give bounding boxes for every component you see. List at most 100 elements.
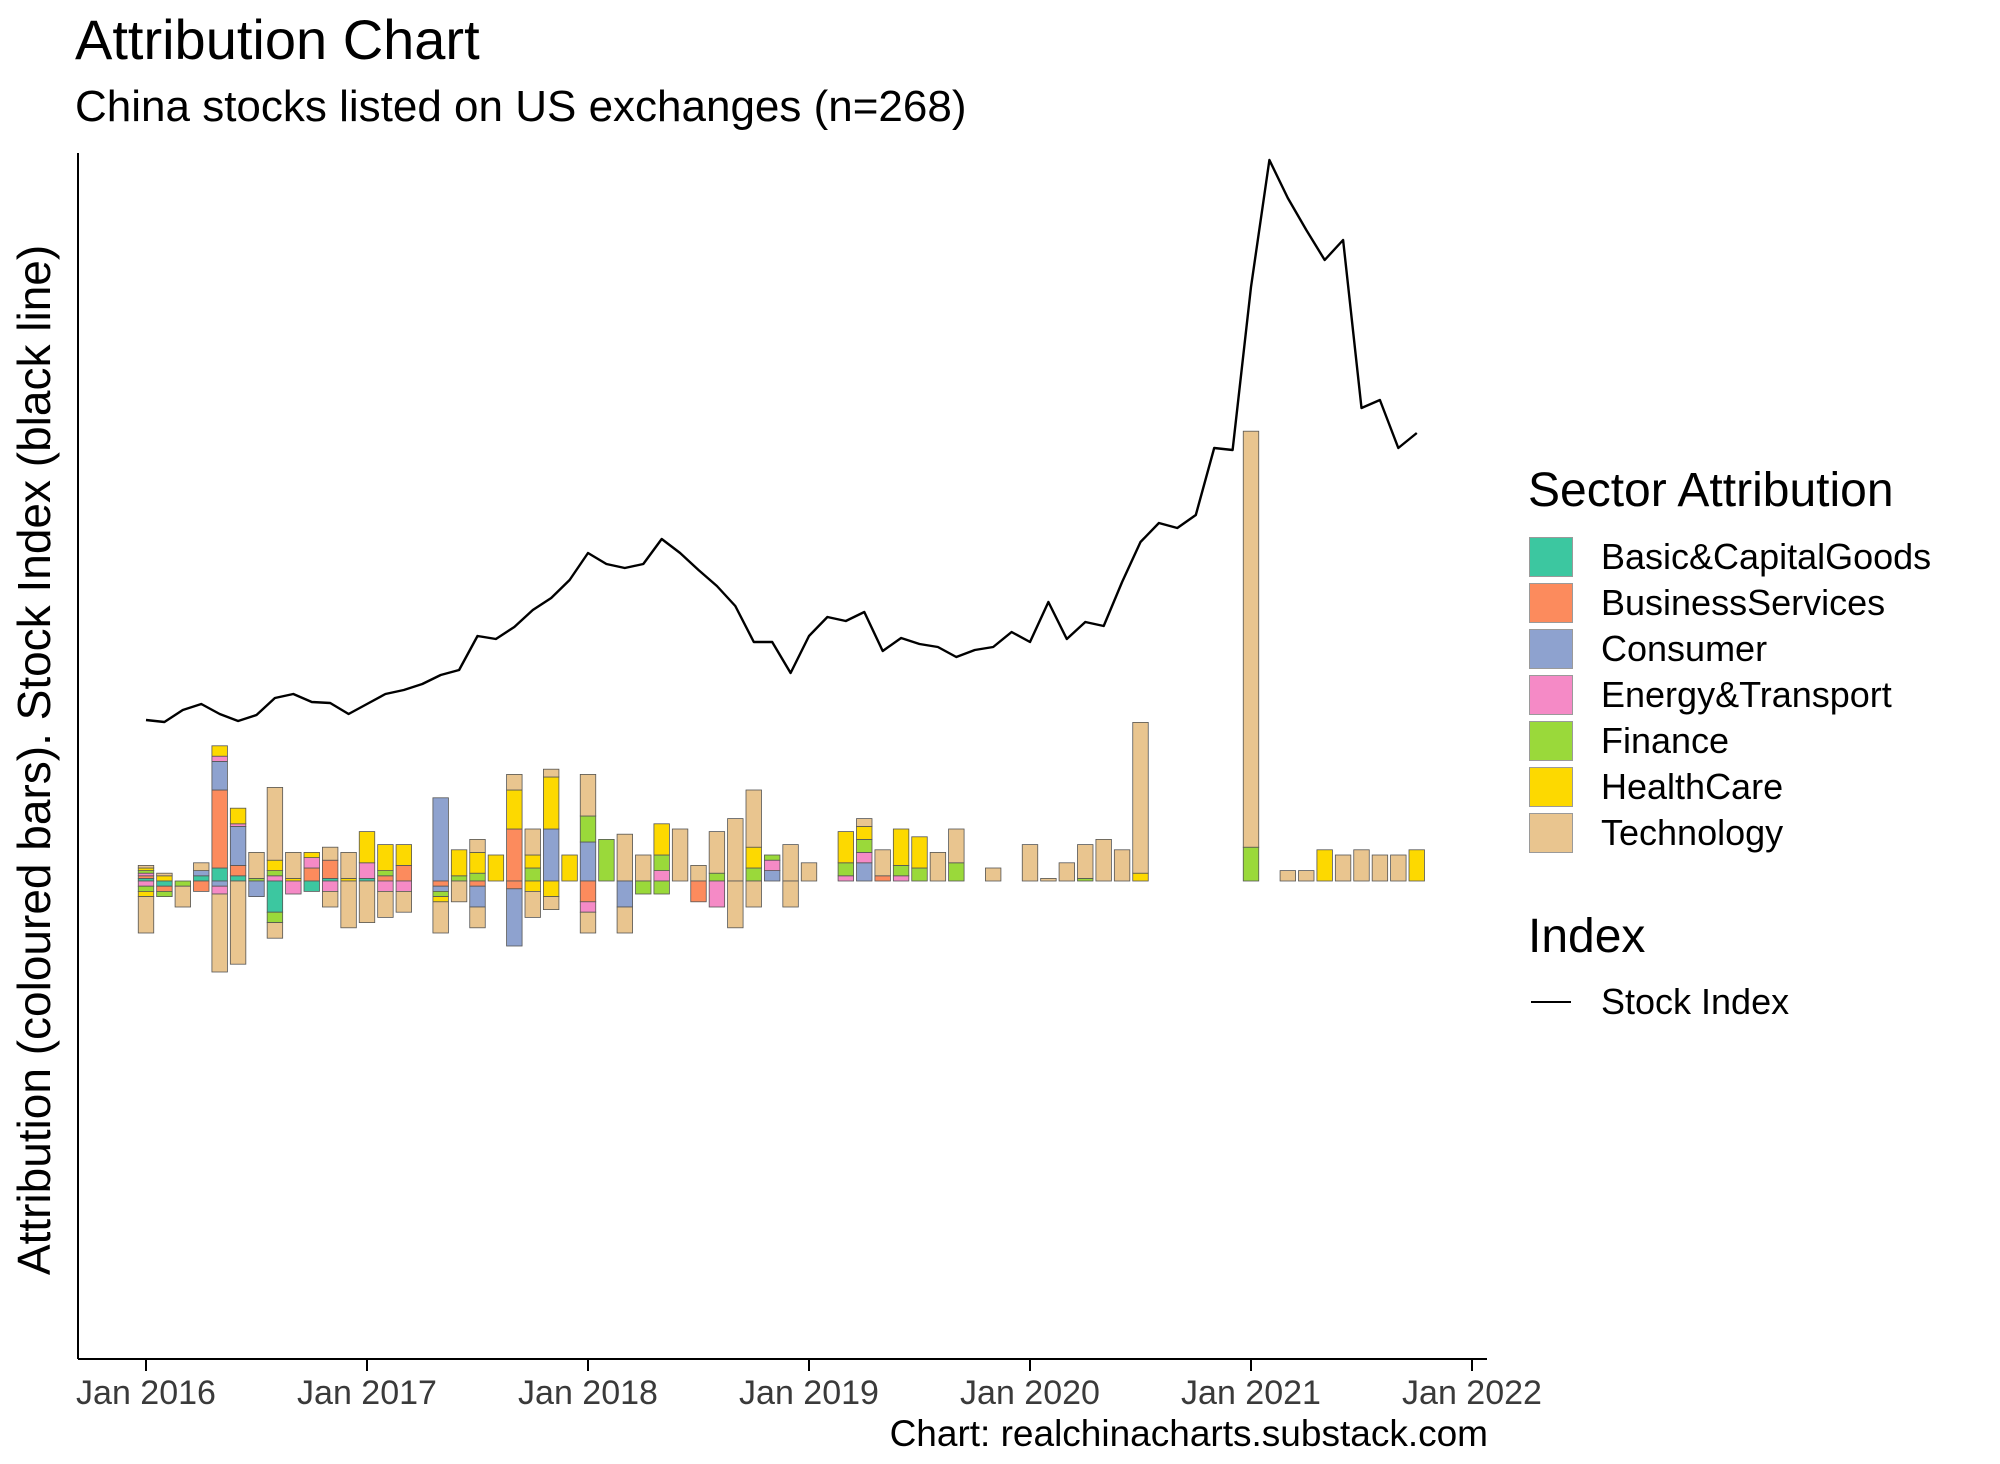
bar-technology — [727, 818, 744, 882]
bar-consumer — [229, 826, 247, 866]
bar-technology — [708, 831, 726, 874]
bar-energy-and-transport — [358, 862, 376, 879]
bar-energy-and-transport — [285, 880, 302, 895]
bar-healthcare — [137, 891, 155, 898]
bar-energy-and-transport — [266, 875, 284, 882]
bar-businessservices — [690, 880, 707, 903]
bar-healthcare — [543, 880, 560, 898]
x-tick-label: Jan 2019 — [739, 1374, 879, 1412]
bar-finance — [708, 872, 726, 882]
bar-consumer — [211, 761, 228, 791]
x-tick-label: Jan 2020 — [960, 1374, 1100, 1412]
bar-healthcare — [211, 745, 228, 757]
bar-energy-and-transport — [579, 901, 597, 913]
bar-technology — [395, 891, 412, 913]
bar-businessservices — [303, 867, 320, 882]
bar-finance — [469, 872, 486, 882]
legend-label: HealthCare — [1601, 765, 1784, 807]
bar-finance — [911, 867, 928, 882]
bar-technology — [856, 818, 873, 827]
bar-healthcare — [469, 852, 486, 874]
legend-swatch — [1529, 720, 1573, 761]
bar-technology — [1390, 854, 1407, 882]
bar-healthcare — [543, 776, 560, 830]
bar-technology — [616, 906, 633, 934]
bar-technology — [671, 828, 689, 882]
bar-consumer — [506, 888, 523, 947]
bar-finance — [266, 911, 284, 924]
bar-technology — [1334, 854, 1352, 882]
bar-healthcare — [450, 849, 468, 877]
bar-energy-and-transport — [764, 859, 781, 872]
bar-finance — [377, 870, 394, 877]
bar-technology — [1021, 844, 1039, 882]
bar-finance — [137, 885, 155, 892]
bar-finance — [156, 891, 173, 898]
legend-label: Consumer — [1601, 627, 1768, 669]
x-ticks: Jan 2016 Jan 2017 Jan 2018 Jan 2019 Jan 2020… — [76, 1359, 1542, 1412]
bar-finance — [1242, 846, 1260, 882]
bar-basic-and-capitalgoods — [229, 875, 247, 882]
bar-businessservices — [229, 865, 247, 877]
legend-label: Energy&Transport — [1601, 673, 1892, 715]
bar-finance — [598, 839, 615, 882]
legend-label: Finance — [1601, 719, 1730, 761]
legend-sector-items: Basic&CapitalGoods BusinessServices Consum… — [1528, 534, 1931, 856]
bar-basic-and-capitalgoods — [266, 880, 284, 913]
bar-technology — [874, 849, 891, 877]
bar-technology — [229, 880, 247, 965]
bar-consumer — [469, 885, 486, 908]
bar-technology — [1058, 862, 1075, 882]
bar-technology — [174, 885, 191, 908]
bar-basic-and-capitalgoods — [156, 880, 173, 887]
bar-technology — [690, 865, 707, 882]
bar-healthcare — [1132, 872, 1149, 882]
bar-technology — [543, 768, 560, 778]
bar-healthcare — [358, 831, 376, 864]
bar-healthcare — [1408, 849, 1425, 882]
legend: Sector Attribution Basic&CapitalGoods Bus… — [1528, 462, 1931, 1025]
legend-item-healthcare: HealthCare — [1528, 764, 1894, 810]
bar-healthcare — [487, 854, 505, 882]
bar-energy-and-transport — [708, 880, 726, 908]
bar-finance — [948, 862, 965, 882]
bar-technology — [579, 774, 597, 817]
bar-technology — [782, 880, 799, 908]
bar-energy-and-transport — [377, 880, 394, 892]
bar-consumer — [432, 885, 449, 892]
legend-item-technology: Technology — [1528, 810, 1894, 856]
bar-healthcare — [524, 854, 541, 869]
legend-swatch — [1529, 674, 1573, 715]
bar-technology — [322, 846, 339, 861]
bars-layer — [137, 430, 1425, 973]
line-layer — [145, 158, 1418, 724]
legend-label: Basic&CapitalGoods — [1601, 535, 1932, 577]
bar-businessservices — [395, 865, 412, 882]
bar-energy-and-transport — [322, 880, 339, 892]
bar-healthcare — [892, 828, 910, 866]
bar-finance — [764, 854, 781, 861]
legend-swatch — [1529, 766, 1573, 807]
bar-consumer — [616, 880, 633, 908]
legend-label-stock-index: Stock Index — [1601, 981, 1790, 1023]
bar-energy-and-transport — [303, 857, 320, 869]
bar-businessservices — [322, 859, 339, 879]
bar-basic-and-capitalgoods — [211, 867, 228, 882]
legend-swatch — [1529, 812, 1573, 853]
bar-technology — [616, 833, 633, 882]
y-axis-label: Attribution (coloured bars). Stock Index… — [8, 245, 60, 1275]
bar-finance — [653, 854, 670, 872]
bar-energy-and-transport — [211, 755, 228, 762]
x-tick-label: Jan 2022 — [1402, 1374, 1542, 1412]
legend-item-businessservices: BusinessServices — [1528, 580, 1894, 626]
bar-finance — [450, 875, 468, 882]
bar-healthcare — [856, 826, 873, 840]
legend-item-finance: Finance — [1528, 718, 1894, 764]
bar-technology — [469, 906, 486, 929]
bar-finance — [432, 891, 449, 898]
bar-healthcare — [745, 846, 762, 869]
stock-index-line — [145, 158, 1418, 724]
bar-technology — [432, 901, 449, 934]
bar-finance — [856, 839, 873, 853]
